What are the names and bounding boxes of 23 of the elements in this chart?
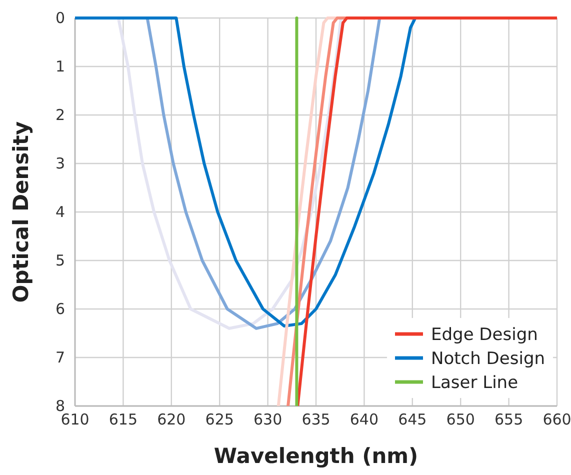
- y-tick-label: 5: [55, 251, 65, 270]
- x-tick-label: 640: [350, 410, 379, 429]
- x-tick-label: 655: [494, 410, 524, 429]
- y-tick-label: 6: [55, 300, 65, 318]
- x-tick-label: 625: [205, 410, 234, 429]
- y-tick-label: 3: [55, 154, 65, 172]
- x-tick-label: 660: [542, 410, 571, 429]
- x-tick-label: 630: [253, 410, 282, 429]
- legend-label: Edge Design: [431, 325, 538, 345]
- x-tick-label: 650: [446, 410, 475, 429]
- y-tick-label: 1: [55, 57, 65, 76]
- y-tick-label: 0: [55, 8, 65, 27]
- x-tick-label: 645: [398, 410, 427, 429]
- x-tick-label: 620: [157, 410, 186, 429]
- y-tick-label: 2: [55, 106, 65, 124]
- x-axis-title: Wavelength (nm): [214, 444, 418, 468]
- y-axis-title: Optical Density: [9, 121, 33, 303]
- x-tick-label: 635: [302, 410, 330, 429]
- x-tick-label: 615: [108, 410, 138, 429]
- legend-label: Notch Design: [431, 349, 546, 369]
- y-tick-label: 4: [55, 202, 65, 221]
- y-tick-label: 7: [55, 348, 65, 366]
- legend-label: Laser Line: [431, 373, 518, 393]
